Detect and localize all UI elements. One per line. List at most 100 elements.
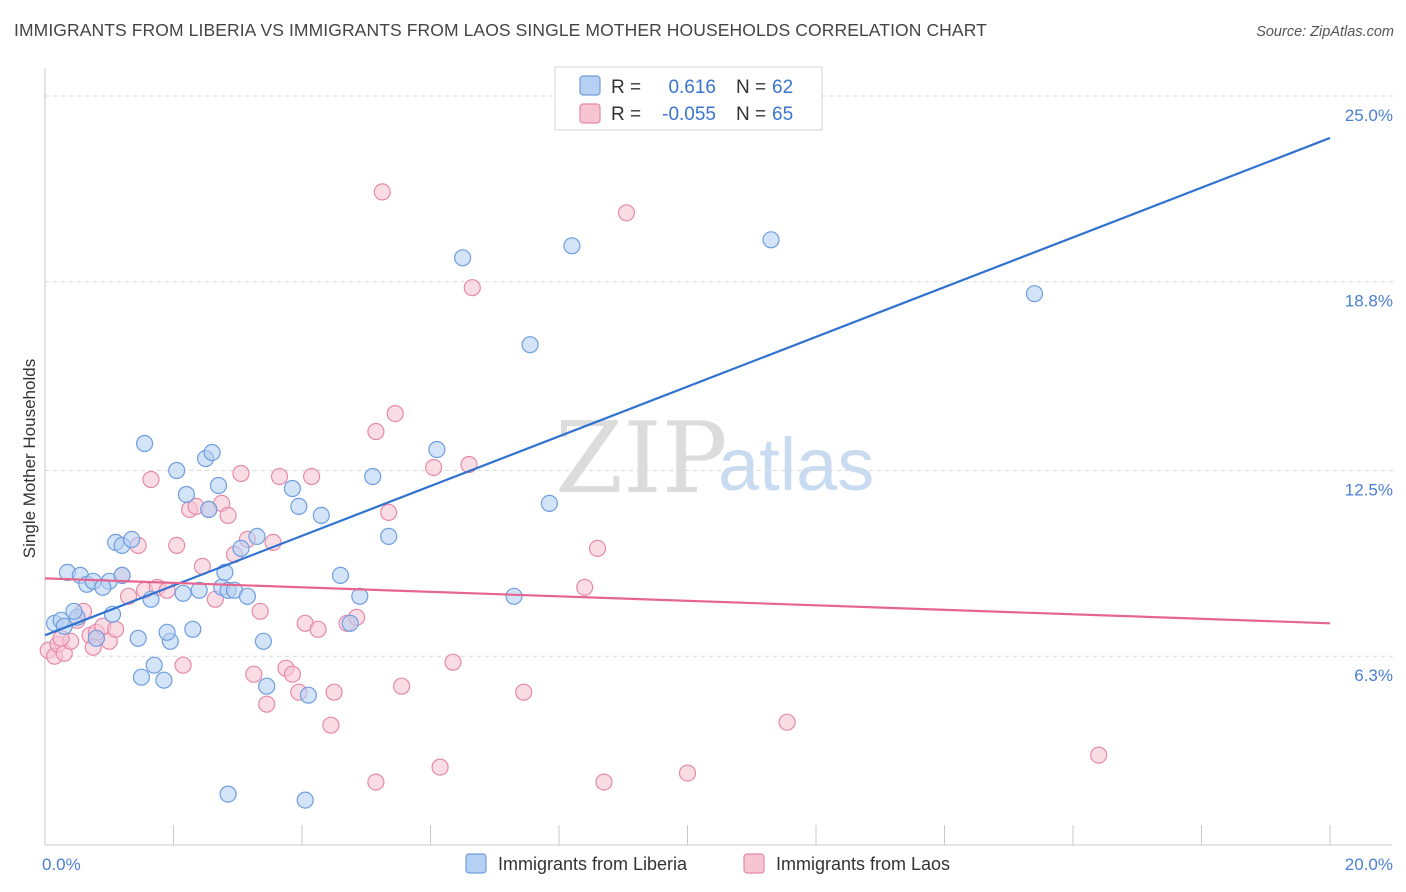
laos-point [251, 602, 269, 620]
axes: 6.3% 12.5% 18.8% 25.0% 0.0% 20.0% Single Mothe… [20, 68, 1393, 874]
legend-swatch-liberia [579, 75, 601, 96]
series-legend-swatch-liberia [465, 853, 487, 874]
liberia-point [136, 434, 154, 453]
laos-point [303, 467, 321, 486]
y-tick-label: 25.0% [1345, 106, 1393, 125]
series-legend-label-liberia: Immigrants from Liberia [498, 854, 688, 874]
legend-n-label-laos: N = [736, 104, 766, 125]
watermark: ZIP atlas [555, 402, 874, 516]
laos-trend-line [44, 577, 1331, 625]
laos-point [107, 620, 125, 638]
legend-n-value-liberia: 62 [772, 77, 793, 98]
y-axis-title: Single Mother Households [20, 359, 39, 558]
liberia-point [521, 336, 539, 354]
y-tick-label: 6.3% [1354, 666, 1393, 685]
liberia-point [216, 563, 234, 582]
liberia-point [283, 479, 301, 498]
laos-point [232, 464, 250, 483]
liberia-point [232, 539, 250, 558]
laos-point [142, 470, 160, 489]
liberia-point [219, 785, 237, 803]
liberia-point [132, 668, 150, 686]
liberia-point [540, 494, 559, 512]
legend-r-label-liberia: R = [611, 77, 641, 98]
legend-n-value-laos: 65 [772, 104, 793, 125]
liberia-point [380, 527, 398, 546]
laos-point [444, 653, 462, 671]
series-legend-swatch-laos [743, 853, 765, 874]
liberia-point [87, 629, 106, 647]
liberia-point [123, 530, 141, 549]
liberia-point [238, 587, 256, 605]
liberia-point [428, 440, 446, 459]
laos-point [309, 620, 327, 638]
grid [45, 95, 1395, 657]
laos-point [325, 683, 343, 701]
laos-point [219, 506, 237, 525]
liberia-point [248, 527, 266, 546]
liberia-point [563, 237, 581, 255]
liberia-point [184, 620, 202, 638]
liberia-point [312, 506, 330, 525]
liberia-point [299, 686, 317, 704]
liberia-point [203, 443, 221, 462]
liberia-point [190, 581, 208, 599]
laos-point [595, 773, 613, 791]
liberia-point [331, 566, 350, 585]
legend-r-value-liberia: 0.616 [668, 77, 716, 98]
laos-point [515, 683, 533, 701]
x-tick-label-max: 20.0% [1345, 855, 1393, 874]
laos-point [1090, 746, 1108, 764]
series-legend: Immigrants from Liberia Immigrants from … [465, 853, 950, 874]
liberia-point [258, 677, 276, 695]
laos-point [380, 503, 398, 522]
liberia-point [364, 467, 382, 486]
laos-point [258, 695, 276, 713]
liberia-point [94, 578, 112, 596]
laos-point [778, 713, 796, 731]
laos-point [576, 578, 594, 596]
y-tick-label: 18.8% [1345, 292, 1393, 311]
liberia-point [505, 587, 523, 605]
laos-point [425, 458, 443, 477]
liberia-point [65, 602, 83, 620]
liberia-point [454, 249, 472, 267]
liberia-point [254, 632, 272, 650]
liberia-points [45, 231, 1044, 809]
liberia-point [155, 671, 173, 689]
laos-point [322, 716, 340, 734]
laos-point [393, 677, 411, 695]
liberia-point [129, 629, 147, 647]
laos-point [367, 773, 385, 791]
liberia-trend-line [44, 136, 1331, 637]
liberia-point [168, 461, 186, 480]
liberia-point [113, 566, 131, 585]
laos-point [678, 764, 697, 782]
laos-point [270, 467, 289, 486]
watermark-zip: ZIP [555, 402, 728, 516]
liberia-point [174, 584, 192, 602]
liberia-point [290, 497, 308, 515]
laos-point [367, 422, 385, 441]
liberia-point [296, 791, 314, 809]
liberia-point [145, 656, 163, 674]
watermark-atlas: atlas [718, 423, 874, 506]
laos-point [283, 665, 301, 683]
x-tick-label-min: 0.0% [42, 855, 81, 874]
series-legend-label-laos: Immigrants from Laos [776, 854, 950, 874]
laos-point [245, 665, 263, 683]
legend-r-value-laos: -0.055 [662, 104, 716, 125]
legend-n-label-liberia: N = [736, 77, 766, 98]
liberia-point [209, 476, 228, 495]
liberia-point [351, 587, 369, 605]
legend-swatch-laos [579, 103, 601, 124]
y-tick-label: 12.5% [1345, 480, 1393, 499]
legend-r-label-laos: R = [611, 104, 641, 125]
liberia-point [177, 485, 195, 504]
laos-point [588, 539, 607, 558]
trend-lines [44, 136, 1331, 637]
correlation-legend: R = 0.616 N = 62 R = -0.055 N = 65 [554, 66, 823, 131]
chart-title: IMMIGRANTS FROM LIBERIA VS IMMIGRANTS FR… [14, 20, 987, 40]
liberia-point [158, 623, 176, 641]
